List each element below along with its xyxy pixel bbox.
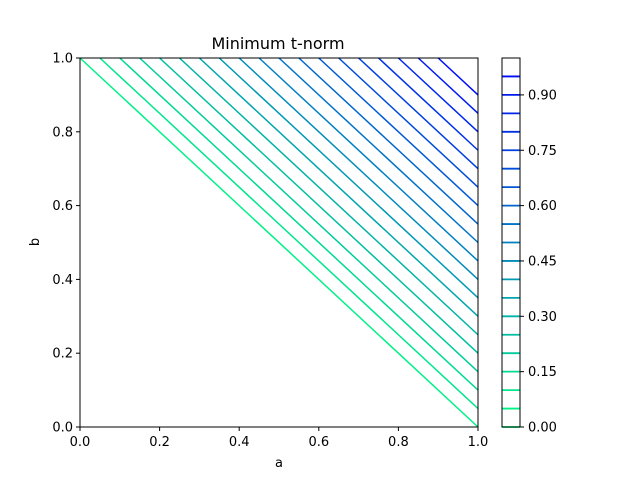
contour-line [139, 57, 479, 373]
x-tick-label: 0.8 [388, 435, 409, 450]
y-axis-label: b [28, 238, 43, 246]
contour-line [298, 57, 479, 225]
contour-line [417, 57, 479, 114]
contour-line [198, 57, 479, 317]
contour-line [278, 57, 479, 244]
colorbar-tick-label: 0.90 [528, 88, 557, 103]
colorbar-tick-label: 0.30 [528, 310, 557, 325]
x-tick-label: 1.0 [468, 435, 489, 450]
colorbar-tick-label: 0.15 [528, 365, 557, 380]
contour-line [258, 57, 479, 262]
contour-line [119, 57, 479, 391]
colorbar-tick-label: 0.75 [528, 144, 557, 159]
colorbar-tick-label: 0.60 [528, 199, 557, 214]
colorbar-frame [501, 57, 521, 428]
contour-lines [79, 57, 479, 428]
colorbar: 0.00 0.15 0.30 0.45 0.60 0.75 0.90 [501, 57, 557, 436]
contour-line [338, 57, 479, 188]
contour-line [99, 57, 479, 410]
y-tick-label: 0.0 [52, 421, 73, 436]
contour-line [437, 57, 479, 96]
contour-line [318, 57, 479, 207]
y-tick-label: 0.2 [52, 347, 73, 362]
contour-line [358, 57, 479, 170]
y-tick-label: 0.8 [52, 125, 73, 140]
x-tick-label: 0.0 [70, 435, 91, 450]
contour-line [218, 57, 479, 299]
contour-line [377, 57, 479, 151]
x-tick-label: 0.6 [308, 435, 329, 450]
x-tick-label: 0.4 [229, 435, 250, 450]
colorbar-tick-label: 0.00 [528, 421, 557, 436]
y-tick-label: 0.6 [52, 199, 73, 214]
x-axis: 0.0 0.2 0.4 0.6 0.8 1.0 [70, 427, 489, 450]
contour-line [79, 57, 479, 428]
y-tick-label: 0.4 [52, 273, 73, 288]
y-axis: 0.0 0.2 0.4 0.6 0.8 1.0 [52, 52, 80, 436]
plot-frame [79, 57, 479, 428]
contour-line [397, 57, 479, 133]
chart-title: Minimum t-norm [211, 34, 344, 53]
x-axis-label: a [275, 456, 283, 471]
contour-line [159, 57, 479, 354]
y-tick-label: 1.0 [52, 52, 73, 67]
x-tick-label: 0.2 [149, 435, 170, 450]
contour-line [238, 57, 479, 280]
contour-line [178, 57, 479, 336]
colorbar-tick-label: 0.45 [528, 254, 557, 269]
